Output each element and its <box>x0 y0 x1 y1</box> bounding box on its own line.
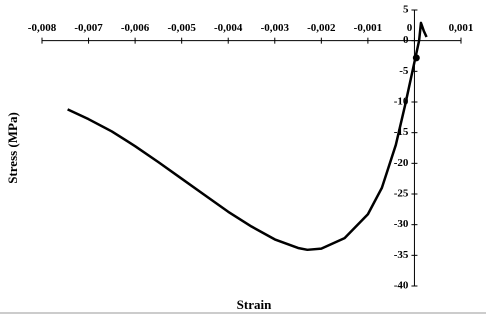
x-tick-label: -0,002 <box>307 22 336 34</box>
y-tick-label: -40 <box>394 280 409 292</box>
y-axis-label: Stress (MPa) <box>5 112 20 184</box>
y-tick-label: -5 <box>399 65 409 77</box>
x-tick-label: -0,007 <box>74 22 103 34</box>
x-axis-label: Strain <box>237 297 272 312</box>
y-tick-label: -25 <box>394 188 409 200</box>
y-tick-label: 5 <box>403 4 409 16</box>
x-tick-label: -0,003 <box>261 22 290 34</box>
x-tick-label: 0,001 <box>449 22 474 34</box>
x-tick-label: -0,006 <box>121 22 150 34</box>
y-tick-label: -35 <box>394 249 409 261</box>
marker <box>412 54 420 62</box>
y-tick-label: -30 <box>394 218 409 230</box>
y-tick-label: -15 <box>394 126 409 138</box>
x-tick-label: 0 <box>407 22 413 34</box>
x-tick-label: -0,004 <box>214 22 243 34</box>
line <box>67 21 428 252</box>
x-tick-label: -0,001 <box>354 22 382 34</box>
y-tick-label: -20 <box>394 157 409 169</box>
x-tick-label: -0,008 <box>28 22 57 34</box>
x-tick-label: -0,005 <box>167 22 196 34</box>
y-tick-label: 0 <box>403 34 409 46</box>
